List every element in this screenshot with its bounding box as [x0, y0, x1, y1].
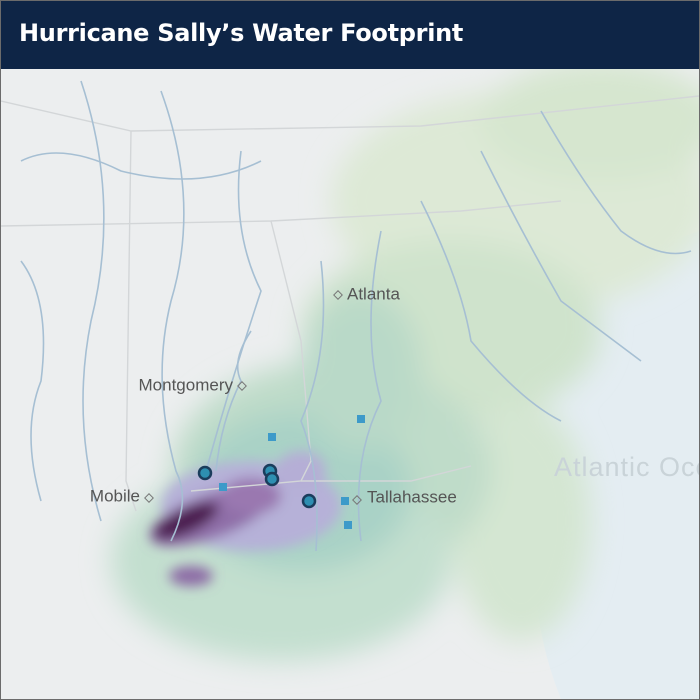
- map: Atlanta Montgomery Mobile Tallahassee At…: [1, 69, 699, 699]
- borders: [1, 95, 699, 512]
- city-label: Mobile: [90, 486, 140, 505]
- gauges: [197, 415, 365, 529]
- city-label: Montgomery: [139, 375, 234, 394]
- city-markers: [144, 290, 362, 505]
- header-bar: Hurricane Sally’s Water Footprint: [1, 1, 699, 69]
- rainfall: [149, 451, 341, 586]
- city-label: Tallahassee: [367, 487, 457, 506]
- title: Hurricane Sally’s Water Footprint: [19, 19, 464, 47]
- city-label: Atlanta: [347, 284, 400, 303]
- ocean-label: Atlantic Ocean: [554, 452, 699, 482]
- rivers: [20, 80, 692, 552]
